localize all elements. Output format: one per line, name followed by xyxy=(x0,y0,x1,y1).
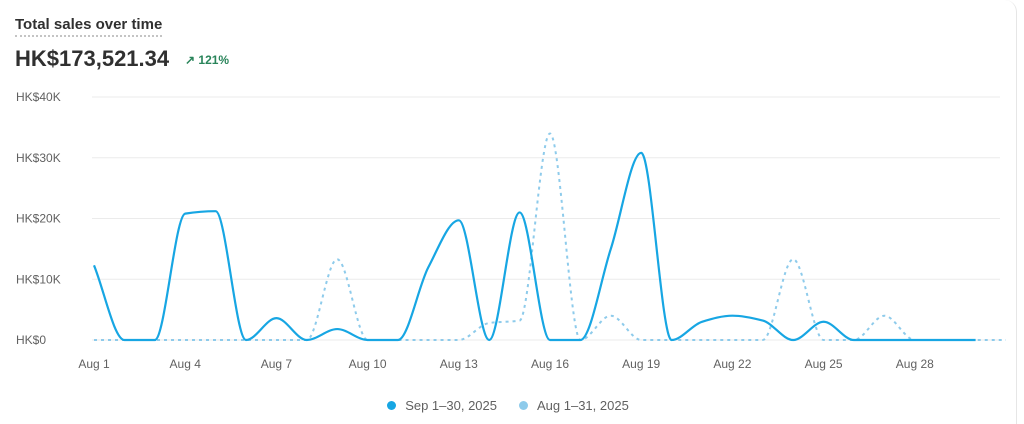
legend: Sep 1–30, 2025 Aug 1–31, 2025 xyxy=(0,398,1016,413)
y-tick-label: HK$40K xyxy=(16,90,61,104)
legend-label-previous: Aug 1–31, 2025 xyxy=(537,398,629,413)
x-tick-label: Aug 13 xyxy=(440,357,478,371)
x-tick-label: Aug 16 xyxy=(531,357,569,371)
y-tick-label: HK$10K xyxy=(16,272,61,286)
legend-item-current[interactable]: Sep 1–30, 2025 xyxy=(387,398,497,413)
chart-title[interactable]: Total sales over time xyxy=(15,16,163,37)
legend-label-current: Sep 1–30, 2025 xyxy=(405,398,497,413)
x-tick-label: Aug 19 xyxy=(622,357,660,371)
x-tick-label: Aug 28 xyxy=(896,357,934,371)
legend-item-previous[interactable]: Aug 1–31, 2025 xyxy=(519,398,629,413)
legend-dot-current xyxy=(387,401,397,410)
x-tick-label: Aug 4 xyxy=(170,357,202,371)
x-tick-label: Aug 7 xyxy=(261,357,293,371)
legend-dot-previous xyxy=(519,401,528,410)
series-line-previous xyxy=(94,132,1006,341)
change-badge: ↗ 121% xyxy=(185,53,230,67)
y-tick-label: HK$20K xyxy=(16,212,61,226)
y-tick-label: HK$0 xyxy=(16,333,46,347)
series-line-current xyxy=(92,151,976,342)
y-tick-label: HK$30K xyxy=(16,151,61,165)
x-tick-label: Aug 25 xyxy=(805,357,843,371)
x-tick-label: Aug 22 xyxy=(713,357,751,371)
line-chart: HK$0 HK$10K HK$20K HK$30K HK$40K Aug 1 Aug 4 Au… xyxy=(16,90,1006,371)
total-sales-value: HK$173,521.34 xyxy=(15,46,170,71)
x-tick-label: Aug 1 xyxy=(78,357,110,371)
x-tick-label: Aug 10 xyxy=(349,357,387,371)
